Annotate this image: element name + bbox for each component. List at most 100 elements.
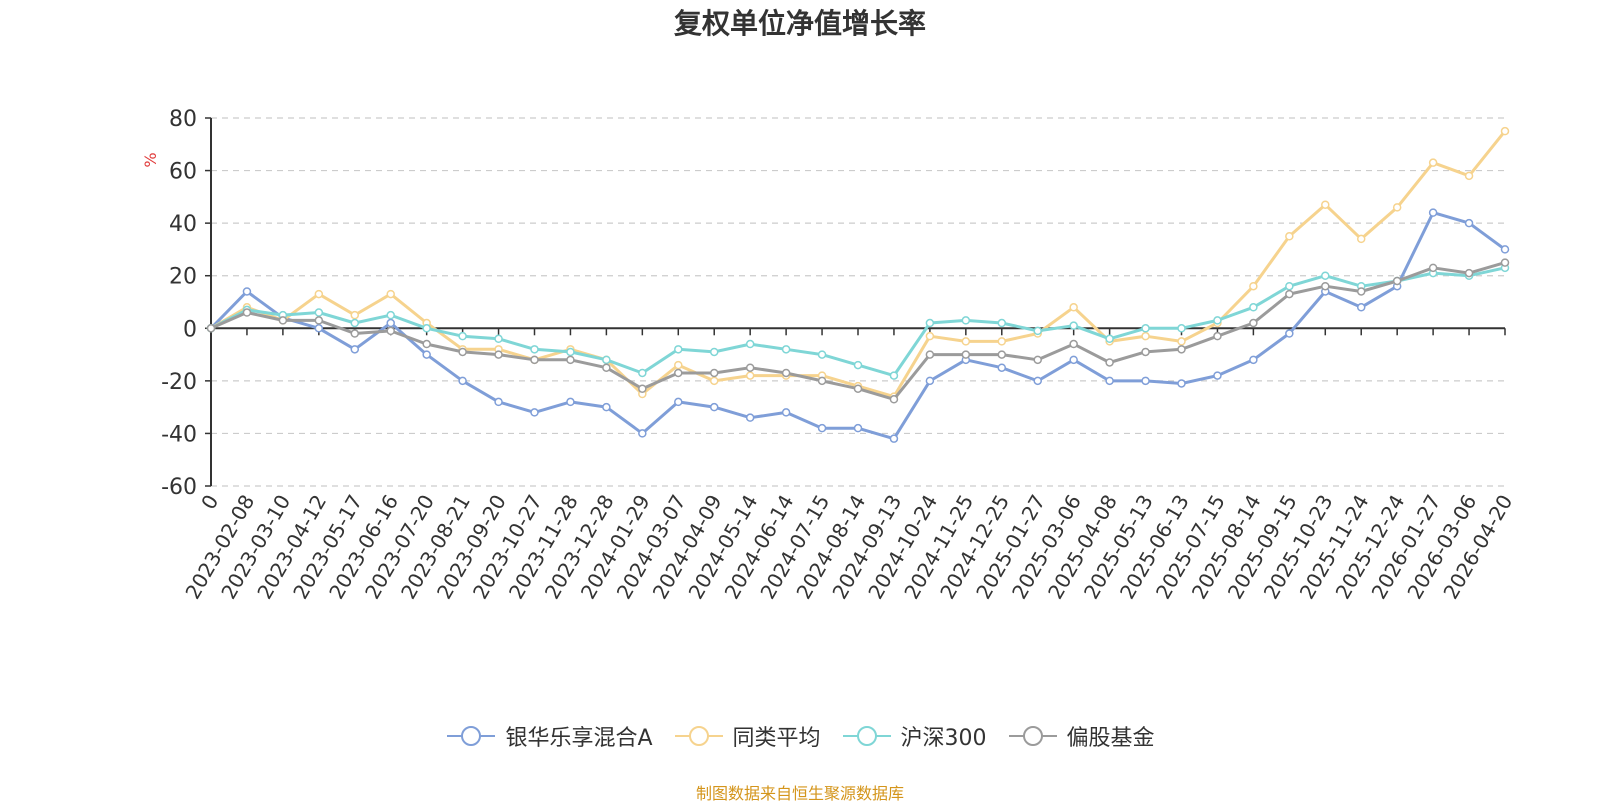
data-point xyxy=(1321,281,1330,291)
data-point xyxy=(1033,355,1042,365)
data-point xyxy=(1500,245,1510,254)
data-point xyxy=(1141,324,1150,333)
data-point xyxy=(386,310,395,320)
legend-item[interactable]: 沪深300 xyxy=(841,720,987,752)
data-point xyxy=(745,339,755,349)
data-point xyxy=(350,329,360,338)
legend-label: 沪深300 xyxy=(900,726,987,751)
data-point xyxy=(997,337,1007,346)
series-line-0 xyxy=(209,211,1506,441)
data-point xyxy=(566,355,575,365)
data-point xyxy=(1392,276,1402,286)
data-point xyxy=(1356,303,1366,312)
data-point xyxy=(997,363,1007,372)
data-point xyxy=(1177,324,1186,333)
data-point xyxy=(781,368,791,378)
data-point xyxy=(494,397,503,407)
data-point xyxy=(889,434,899,443)
data-point xyxy=(350,310,360,320)
data-point xyxy=(602,355,611,365)
data-point xyxy=(817,350,827,359)
data-point xyxy=(745,363,755,372)
data-point xyxy=(386,326,395,336)
data-point xyxy=(709,402,719,412)
y-tick-label: -60 xyxy=(161,475,197,500)
data-point xyxy=(817,376,827,386)
data-point xyxy=(1069,321,1078,330)
data-point xyxy=(745,371,755,380)
chart-title: 复权单位净值增长率 xyxy=(673,7,926,40)
data-point xyxy=(1428,158,1438,167)
data-point xyxy=(709,376,719,386)
data-point xyxy=(206,324,216,333)
data-point xyxy=(1249,303,1258,312)
data-point xyxy=(458,376,467,386)
series-line-1 xyxy=(210,130,1507,399)
y-tick-label: 40 xyxy=(169,212,197,237)
data-point xyxy=(458,347,467,357)
data-point xyxy=(674,345,683,354)
data-point xyxy=(925,318,935,328)
data-point xyxy=(494,334,503,344)
data-point xyxy=(1321,271,1330,280)
legend-item[interactable]: 同类平均 xyxy=(673,720,821,752)
data-point xyxy=(817,423,827,433)
data-point xyxy=(1285,281,1294,291)
data-point xyxy=(422,324,431,333)
data-point xyxy=(242,287,252,296)
legend-item[interactable]: 偏股基金 xyxy=(1007,720,1155,752)
legend-marker-icon xyxy=(447,726,496,746)
y-tick-label: -20 xyxy=(161,370,197,395)
data-point xyxy=(853,360,863,370)
data-point xyxy=(1500,258,1510,267)
data-point xyxy=(709,368,719,378)
data-point xyxy=(422,339,431,349)
data-point xyxy=(1321,200,1330,209)
data-point xyxy=(566,347,575,357)
data-point xyxy=(1500,126,1510,136)
data-point xyxy=(781,345,791,354)
data-point xyxy=(530,408,539,417)
data-point xyxy=(530,355,539,365)
data-point xyxy=(674,368,683,378)
data-point xyxy=(1177,379,1186,388)
data-point xyxy=(853,384,863,393)
data-point xyxy=(1392,203,1402,212)
data-point xyxy=(386,289,395,299)
data-point xyxy=(1141,347,1150,357)
data-point xyxy=(350,318,360,328)
tick-labels: 806040200-20-40-60%02023-02-082023-03-10… xyxy=(141,107,1517,603)
legend-label: 偏股基金 xyxy=(1066,726,1155,751)
data-point xyxy=(1464,171,1474,181)
data-point xyxy=(889,371,899,380)
data-point xyxy=(494,350,503,359)
data-point xyxy=(638,368,647,378)
y-tick-label: -40 xyxy=(161,422,197,447)
data-point xyxy=(1249,318,1258,328)
data-point xyxy=(602,402,611,412)
data-point xyxy=(1141,331,1150,341)
data-point xyxy=(1105,334,1114,344)
data-point xyxy=(602,363,611,372)
legend-item[interactable]: 银华乐享混合A xyxy=(445,720,653,752)
legend: 银华乐享混合A 同类平均 沪深300 偏股基金 xyxy=(0,720,1600,752)
y-tick-label: 20 xyxy=(169,265,197,290)
data-point xyxy=(781,408,791,417)
series-line-2 xyxy=(210,266,1506,378)
data-point xyxy=(853,423,863,433)
data-point xyxy=(1285,329,1294,338)
data-point xyxy=(1464,218,1474,228)
data-point xyxy=(674,360,683,370)
data-point xyxy=(1033,326,1042,336)
x-tick-label: 0 xyxy=(196,491,223,514)
data-point xyxy=(925,376,935,386)
data-point xyxy=(566,397,575,407)
legend-marker-icon xyxy=(674,726,723,746)
data-point xyxy=(530,345,539,354)
data-point xyxy=(1141,376,1150,386)
data-point xyxy=(638,384,647,393)
data-point xyxy=(925,331,935,341)
data-point xyxy=(674,397,683,407)
data-point xyxy=(1213,331,1222,341)
data-point xyxy=(889,395,899,404)
